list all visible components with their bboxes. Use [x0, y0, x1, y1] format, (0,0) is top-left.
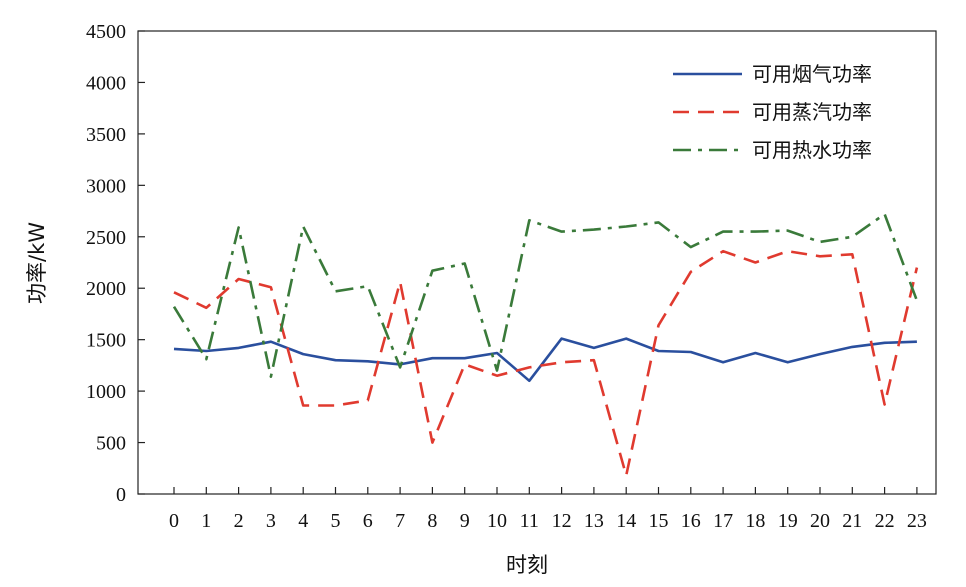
x-tick-label: 20: [810, 510, 830, 532]
x-tick-label: 3: [266, 510, 276, 532]
x-tick-label: 17: [713, 510, 733, 532]
y-tick-label: 2500: [86, 227, 126, 249]
x-tick-label: 22: [875, 510, 895, 532]
series-line-2: [173, 249, 919, 477]
x-tick-label: 4: [298, 510, 308, 532]
plot-area: [172, 212, 919, 477]
x-tick-label: 23: [907, 510, 927, 532]
legend-label: 可用热水功率: [752, 138, 872, 162]
y-tick-label: 4000: [86, 72, 126, 94]
x-tick-label: 5: [331, 510, 341, 532]
x-tick-label: 18: [745, 510, 765, 532]
y-tick-label: 3500: [86, 124, 126, 146]
y-tick-label: 0: [116, 484, 126, 506]
series-line-3: [172, 212, 919, 379]
x-axis-title: 时刻: [506, 553, 548, 577]
y-tick-label: 2000: [86, 278, 126, 300]
legend-item-2: 可用蒸汽功率: [673, 100, 872, 124]
y-tick-label: 3000: [86, 175, 126, 197]
x-tick-label: 7: [395, 510, 405, 532]
x-tick-label: 8: [427, 510, 437, 532]
x-tick-label: 14: [616, 510, 636, 532]
x-tick-label: 6: [363, 510, 373, 532]
series-line-1: [173, 337, 917, 383]
y-axis-title: 功率/kW: [25, 222, 49, 304]
y-tick-label: 1500: [86, 330, 126, 352]
x-tick-label: 10: [487, 510, 507, 532]
x-tick-label: 0: [169, 510, 179, 532]
y-tick-label: 1000: [86, 381, 126, 403]
x-tick-label: 21: [842, 510, 862, 532]
legend-label: 可用烟气功率: [752, 62, 872, 86]
x-tick-label: 2: [234, 510, 244, 532]
x-tick-label: 1: [201, 510, 211, 532]
legend-item-1: 可用烟气功率: [673, 62, 872, 86]
x-tick-label: 9: [460, 510, 470, 532]
legend-label: 可用蒸汽功率: [752, 100, 872, 124]
x-tick-label: 11: [520, 510, 539, 532]
y-tick-label: 4500: [86, 21, 126, 43]
legend-item-3: 可用热水功率: [673, 138, 872, 162]
y-tick-label: 500: [96, 433, 126, 455]
x-tick-label: 12: [552, 510, 572, 532]
x-tick-label: 19: [778, 510, 798, 532]
x-tick-label: 13: [584, 510, 604, 532]
x-tick-label: 15: [649, 510, 669, 532]
axes: [137, 30, 937, 495]
plot-frame: [137, 30, 937, 495]
x-tick-label: 16: [681, 510, 701, 532]
